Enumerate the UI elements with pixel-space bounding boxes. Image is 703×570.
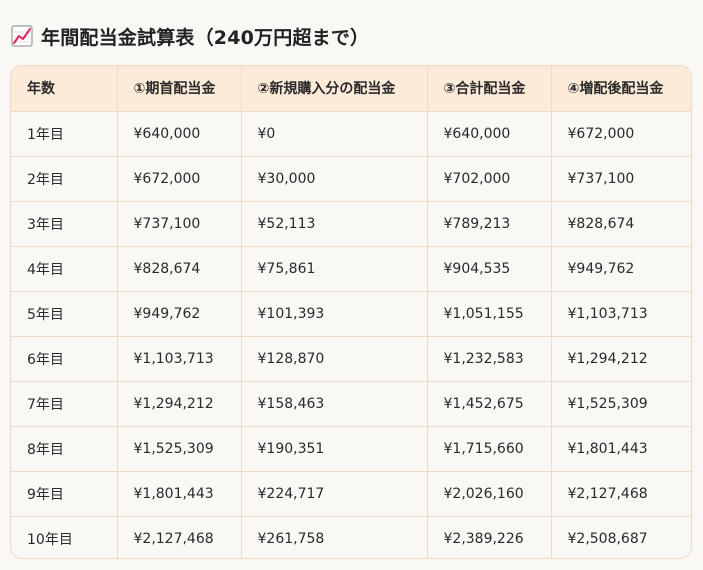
column-header-increased-dividend: ④増配後配当金 [551, 66, 691, 112]
cell-total-dividend: ¥2,389,226 [427, 516, 552, 558]
cell-total-dividend: ¥702,000 [427, 156, 552, 202]
table-row: 1年目 ¥640,000 ¥0 ¥640,000 ¥672,000 [11, 111, 691, 157]
cell-increased-dividend: ¥1,801,443 [551, 426, 691, 472]
cell-total-dividend: ¥1,232,583 [427, 336, 552, 382]
cell-increased-dividend: ¥949,762 [551, 246, 691, 292]
cell-total-dividend: ¥1,715,660 [427, 426, 552, 472]
column-header-initial-dividend: ①期首配当金 [117, 66, 242, 112]
table-header-row: 年数 ①期首配当金 ②新規購入分の配当金 ③合計配当金 ④増配後配当金 [11, 66, 691, 112]
cell-increased-dividend: ¥1,525,309 [551, 381, 691, 427]
cell-new-purchase-dividend: ¥224,717 [241, 471, 428, 517]
cell-new-purchase-dividend: ¥52,113 [241, 201, 428, 247]
cell-initial-dividend: ¥1,294,212 [117, 381, 242, 427]
cell-total-dividend: ¥904,535 [427, 246, 552, 292]
cell-total-dividend: ¥640,000 [427, 111, 552, 157]
chart-increasing-icon [11, 25, 33, 47]
cell-new-purchase-dividend: ¥158,463 [241, 381, 428, 427]
cell-initial-dividend: ¥737,100 [117, 201, 242, 247]
dividend-table-container: 年数 ①期首配当金 ②新規購入分の配当金 ③合計配当金 ④増配後配当金 1年目 … [10, 65, 692, 559]
cell-year: 2年目 [11, 156, 118, 202]
cell-initial-dividend: ¥2,127,468 [117, 516, 242, 558]
column-header-new-purchase-dividend: ②新規購入分の配当金 [241, 66, 428, 112]
table-row: 10年目 ¥2,127,468 ¥261,758 ¥2,389,226 ¥2,5… [11, 516, 691, 558]
cell-initial-dividend: ¥1,103,713 [117, 336, 242, 382]
cell-increased-dividend: ¥1,103,713 [551, 291, 691, 337]
cell-increased-dividend: ¥737,100 [551, 156, 691, 202]
cell-year: 8年目 [11, 426, 118, 472]
column-header-total-dividend: ③合計配当金 [427, 66, 552, 112]
table-row: 2年目 ¥672,000 ¥30,000 ¥702,000 ¥737,100 [11, 156, 691, 202]
table-row: 4年目 ¥828,674 ¥75,861 ¥904,535 ¥949,762 [11, 246, 691, 292]
cell-increased-dividend: ¥828,674 [551, 201, 691, 247]
cell-increased-dividend: ¥672,000 [551, 111, 691, 157]
cell-year: 9年目 [11, 471, 118, 517]
cell-year: 3年目 [11, 201, 118, 247]
cell-increased-dividend: ¥2,508,687 [567, 530, 648, 547]
cell-initial-dividend: ¥1,801,443 [117, 471, 242, 517]
cell-increased-dividend: ¥1,294,212 [551, 336, 691, 382]
cell-total-dividend: ¥2,026,160 [427, 471, 552, 517]
cell-year: 6年目 [11, 336, 118, 382]
cell-year: 4年目 [11, 246, 118, 292]
table-row: 6年目 ¥1,103,713 ¥128,870 ¥1,232,583 ¥1,29… [11, 336, 691, 382]
column-header-year: 年数 [11, 66, 118, 112]
cell-initial-dividend: ¥949,762 [117, 291, 242, 337]
page-title: 年間配当金試算表（240万円超まで） [41, 26, 370, 49]
dividend-table: 年数 ①期首配当金 ②新規購入分の配当金 ③合計配当金 ④増配後配当金 1年目 … [11, 66, 691, 558]
cell-initial-dividend: ¥1,525,309 [117, 426, 242, 472]
cell-new-purchase-dividend: ¥30,000 [241, 156, 428, 202]
cell-initial-dividend: ¥640,000 [117, 111, 242, 157]
cell-year: 1年目 [11, 111, 118, 157]
table-row: 9年目 ¥1,801,443 ¥224,717 ¥2,026,160 ¥2,12… [11, 471, 691, 517]
cell-year: 5年目 [11, 291, 118, 337]
cell-new-purchase-dividend: ¥101,393 [241, 291, 428, 337]
cell-total-dividend: ¥1,452,675 [427, 381, 552, 427]
table-row: 7年目 ¥1,294,212 ¥158,463 ¥1,452,675 ¥1,52… [11, 381, 691, 427]
cell-new-purchase-dividend: ¥261,758 [241, 516, 428, 558]
cell-year: 7年目 [11, 381, 118, 427]
cell-initial-dividend: ¥672,000 [117, 156, 242, 202]
cell-total-dividend: ¥1,051,155 [427, 291, 552, 337]
cell-initial-dividend: ¥828,674 [117, 246, 242, 292]
cell-new-purchase-dividend: ¥190,351 [241, 426, 428, 472]
cell-year: 10年目 [11, 516, 118, 558]
title-row: 年間配当金試算表（240万円超まで） [11, 22, 369, 50]
cell-new-purchase-dividend: ¥128,870 [241, 336, 428, 382]
table-row: 5年目 ¥949,762 ¥101,393 ¥1,051,155 ¥1,103,… [11, 291, 691, 337]
table-row: 3年目 ¥737,100 ¥52,113 ¥789,213 ¥828,674 [11, 201, 691, 247]
cell-increased-dividend: ¥2,127,468 [551, 471, 691, 517]
cell-total-dividend: ¥789,213 [427, 201, 552, 247]
cell-new-purchase-dividend: ¥0 [241, 111, 428, 157]
table-row: 8年目 ¥1,525,309 ¥190,351 ¥1,715,660 ¥1,80… [11, 426, 691, 472]
cell-new-purchase-dividend: ¥75,861 [241, 246, 428, 292]
